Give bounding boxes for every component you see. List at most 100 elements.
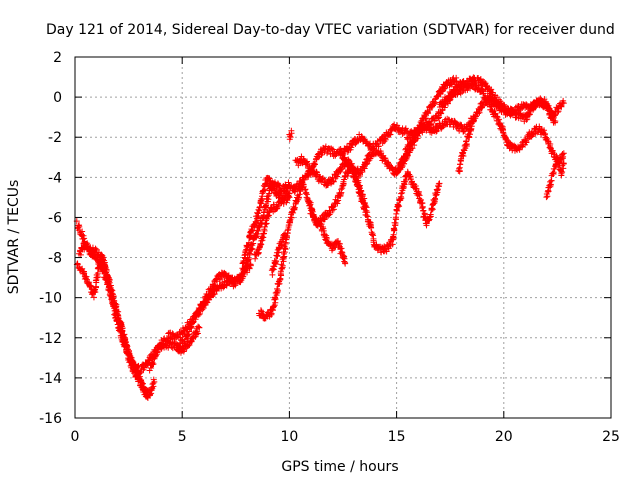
axis-ticks: 0 5 10 15 20 25 -16 -14 -12 -10 -8 -6 -4 -2 0 2 — [39, 50, 620, 445]
data-point — [427, 211, 434, 218]
data-point — [524, 116, 531, 123]
data-point — [212, 282, 219, 289]
data-point — [425, 217, 432, 224]
data-point — [559, 169, 566, 176]
y-tick-label: -2 — [48, 130, 62, 146]
data-point — [315, 154, 322, 161]
data-point — [523, 116, 530, 123]
data-point — [453, 78, 460, 85]
data-point — [270, 303, 277, 310]
data-point — [384, 159, 391, 166]
data-point — [432, 196, 439, 203]
data-point — [77, 251, 84, 258]
x-tick-label: 5 — [178, 429, 187, 445]
data-point — [488, 86, 495, 93]
data-point — [375, 143, 382, 150]
data-point — [149, 361, 156, 368]
data-point — [363, 204, 370, 211]
data-point — [560, 150, 567, 157]
data-point — [134, 363, 141, 370]
data-point — [383, 248, 390, 255]
data-point — [130, 359, 137, 366]
plot-frame — [74, 56, 612, 419]
data-point — [209, 286, 216, 293]
y-tick-label: -6 — [48, 210, 62, 226]
data-point — [115, 315, 122, 322]
data-point — [338, 147, 345, 154]
data-point — [248, 246, 255, 253]
data-point — [434, 187, 441, 194]
data-point — [359, 191, 366, 198]
data-point — [291, 204, 298, 211]
data-point — [463, 141, 470, 147]
data-point — [368, 224, 375, 231]
data-point — [382, 136, 389, 143]
data-point — [121, 331, 128, 338]
data-point — [106, 279, 113, 286]
data-point — [358, 188, 365, 195]
data-point — [244, 243, 251, 250]
data-point — [422, 115, 429, 122]
data-point — [260, 187, 267, 194]
data-point — [435, 183, 442, 190]
data-point — [254, 210, 261, 217]
data-point — [385, 161, 392, 168]
data-point — [367, 221, 374, 228]
data-point — [181, 329, 188, 336]
data-point — [245, 256, 252, 263]
data-point — [144, 394, 151, 401]
data-point — [273, 258, 280, 265]
data-point — [362, 203, 369, 210]
data-point — [412, 182, 419, 189]
data-point — [138, 379, 145, 386]
data-point — [547, 181, 554, 188]
y-tick-label: -14 — [39, 371, 62, 387]
data-point — [80, 232, 87, 239]
data-point — [151, 378, 158, 385]
y-tick-label: -8 — [48, 251, 62, 267]
data-point — [264, 193, 271, 200]
data-point — [479, 103, 486, 110]
data-point — [311, 161, 318, 168]
data-point — [504, 105, 511, 112]
data-point — [250, 227, 257, 234]
data-point — [277, 275, 284, 282]
data-point — [245, 242, 252, 249]
data-point — [486, 99, 493, 106]
data-point — [108, 286, 115, 293]
data-point — [470, 118, 477, 125]
data-point — [303, 159, 310, 166]
data-point — [338, 165, 345, 172]
data-point — [146, 367, 153, 374]
data-point — [281, 253, 288, 260]
data-point — [337, 166, 344, 173]
data-point — [252, 255, 259, 262]
data-point — [255, 228, 262, 235]
data-point — [141, 364, 148, 371]
data-point — [282, 230, 289, 237]
data-point — [436, 180, 443, 187]
data-point — [342, 260, 349, 267]
data-point — [551, 112, 558, 119]
data-point — [292, 188, 299, 195]
data-point — [321, 231, 328, 238]
data-point — [377, 151, 384, 158]
data-point — [93, 284, 100, 291]
data-point — [106, 275, 113, 282]
data-point — [303, 194, 310, 201]
data-point — [139, 380, 146, 387]
x-tick-label: 25 — [602, 429, 620, 445]
data-point — [437, 91, 444, 98]
data-point — [499, 129, 506, 136]
data-point — [92, 289, 99, 296]
y-tick-label: -4 — [48, 170, 62, 186]
data-point — [359, 169, 366, 176]
grid-lines — [75, 57, 611, 418]
y-tick-label: -10 — [39, 291, 62, 307]
data-point — [178, 344, 185, 351]
x-tick-label: 15 — [388, 429, 406, 445]
data-point — [265, 213, 272, 220]
data-point — [240, 273, 247, 280]
data-point — [555, 157, 562, 164]
